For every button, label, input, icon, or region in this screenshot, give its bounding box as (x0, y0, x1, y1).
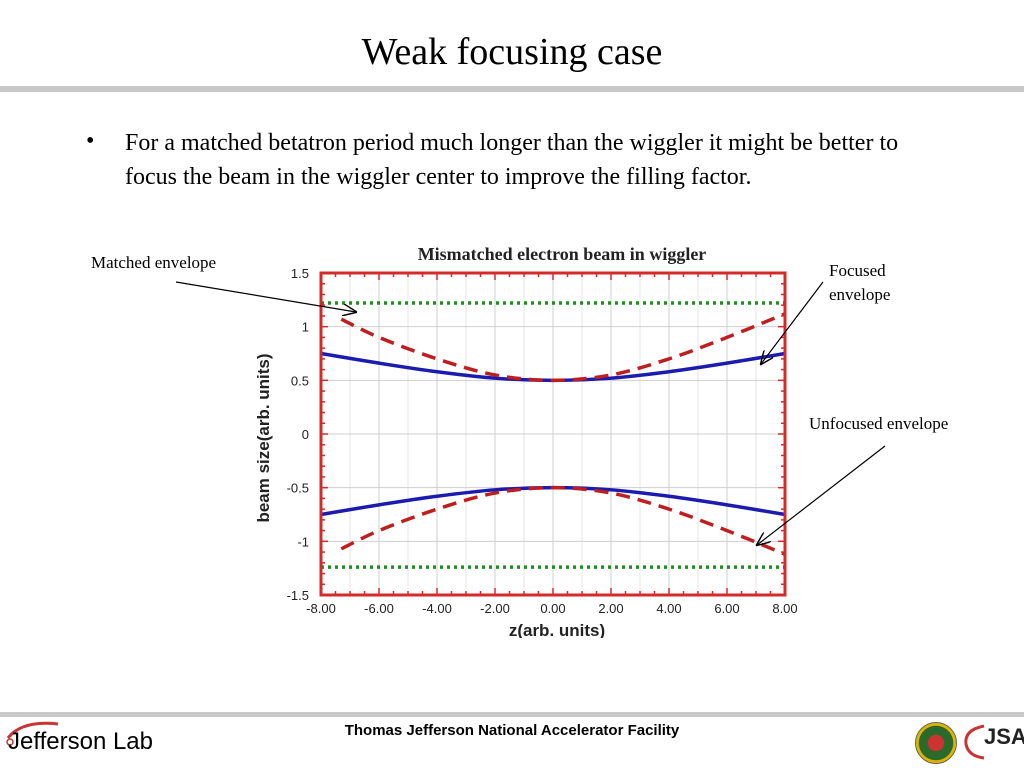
x-tick-label: 4.00 (656, 601, 681, 616)
jefferson-lab-swoosh-icon (6, 721, 59, 746)
beam-envelope-chart: Mismatched electron beam in wiggler -8.0… (254, 244, 798, 638)
annotation-unfocused-envelope: Unfocused envelope (809, 414, 949, 433)
jsa-swoosh-icon (964, 724, 985, 760)
y-tick-label: 0 (302, 427, 309, 442)
x-tick-label: 0.00 (540, 601, 565, 616)
x-tick-label: -8.00 (306, 601, 336, 616)
y-axis-label: beam size(arb. units) (254, 353, 273, 522)
bullet-text: For a matched betatron period much longe… (125, 130, 899, 190)
title-divider (0, 86, 1024, 92)
x-axis-label: z(arb. units) (509, 621, 605, 638)
annotation-matched-envelope: Matched envelope (91, 253, 217, 272)
jefferson-lab-logo: Jefferson Lab (8, 728, 153, 755)
chart-ticks: -8.00 -6.00 -4.00 -2.00 0.00 2.00 4.00 6.00 8.00… (287, 266, 798, 616)
y-tick-label: -1 (297, 534, 309, 549)
chart-title: Mismatched electron beam in wiggler (418, 244, 707, 264)
jsa-logo: JSA (984, 724, 1024, 749)
y-tick-label: 0.5 (291, 373, 309, 388)
doe-seal-icon (915, 722, 957, 764)
x-tick-label: 2.00 (598, 601, 623, 616)
y-tick-label: 1 (302, 320, 309, 335)
x-tick-label: 6.00 (714, 601, 739, 616)
y-tick-label: -0.5 (287, 481, 309, 496)
x-tick-label: -2.00 (480, 601, 510, 616)
y-tick-label: -1.5 (287, 588, 309, 603)
series-line-dashed (340, 312, 786, 383)
x-tick-label: -4.00 (422, 601, 452, 616)
chart-grid (320, 272, 786, 596)
chart-series (320, 301, 786, 569)
y-tick-label: 1.5 (291, 266, 309, 281)
x-tick-label: -6.00 (364, 601, 394, 616)
slide-title: Weak focusing case (361, 31, 663, 73)
series-line-dashed (340, 485, 786, 556)
bullet-icon: • (86, 128, 95, 154)
x-tick-label: 8.00 (772, 601, 797, 616)
footer-divider (0, 712, 1024, 717)
annotation-focused-envelope: Focused envelope (829, 261, 891, 304)
footer-organization: Thomas Jefferson National Accelerator Fa… (344, 722, 680, 739)
